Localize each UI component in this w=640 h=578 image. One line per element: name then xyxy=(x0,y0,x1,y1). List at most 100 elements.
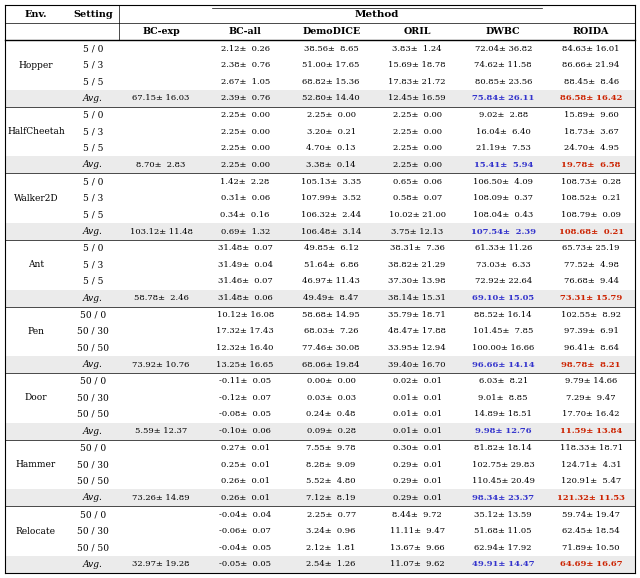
Text: 3.75± 12.13: 3.75± 12.13 xyxy=(391,228,444,235)
Text: 86.66± 21.94: 86.66± 21.94 xyxy=(563,61,620,69)
Text: 68.03±  7.26: 68.03± 7.26 xyxy=(304,327,358,335)
Text: Door: Door xyxy=(24,394,47,402)
Text: 68.06± 19.84: 68.06± 19.84 xyxy=(303,361,360,369)
Text: 46.97± 11.43: 46.97± 11.43 xyxy=(302,277,360,286)
Text: Pen: Pen xyxy=(28,327,44,336)
Text: 75.84± 26.11: 75.84± 26.11 xyxy=(472,94,534,102)
Text: 105.13±  3.35: 105.13± 3.35 xyxy=(301,177,362,186)
Text: 38.82± 21.29: 38.82± 21.29 xyxy=(388,261,446,269)
Text: 7.29±  9.47: 7.29± 9.47 xyxy=(566,394,616,402)
Text: 12.32± 16.40: 12.32± 16.40 xyxy=(216,344,274,352)
Text: 61.33± 11.26: 61.33± 11.26 xyxy=(474,244,532,253)
Text: 102.75± 29.83: 102.75± 29.83 xyxy=(472,461,534,469)
Text: 0.25±  0.01: 0.25± 0.01 xyxy=(221,461,269,469)
Text: 39.40± 16.70: 39.40± 16.70 xyxy=(388,361,446,369)
Text: 9.98± 12.76: 9.98± 12.76 xyxy=(475,427,531,435)
Text: 2.12±  0.26: 2.12± 0.26 xyxy=(221,45,269,53)
Text: 69.10± 15.05: 69.10± 15.05 xyxy=(472,294,534,302)
Text: 2.25±  0.00: 2.25± 0.00 xyxy=(393,161,442,169)
Text: 2.12±  1.81: 2.12± 1.81 xyxy=(307,544,356,551)
Bar xyxy=(5,356,635,373)
Text: 98.78±  8.21: 98.78± 8.21 xyxy=(561,361,621,369)
Text: 59.74± 19.47: 59.74± 19.47 xyxy=(562,511,620,518)
Text: 0.02±  0.01: 0.02± 0.01 xyxy=(393,377,442,386)
Text: 8.44±  9.72: 8.44± 9.72 xyxy=(392,511,442,518)
Text: 50 / 0: 50 / 0 xyxy=(80,510,106,519)
Text: 14.89± 18.51: 14.89± 18.51 xyxy=(474,410,532,418)
Text: 4.70±  0.13: 4.70± 0.13 xyxy=(307,144,356,152)
Text: 107.99±  3.52: 107.99± 3.52 xyxy=(301,194,361,202)
Text: 5 / 5: 5 / 5 xyxy=(83,144,103,153)
Text: 5 / 0: 5 / 0 xyxy=(83,44,103,53)
Text: 5.52±  4.80: 5.52± 4.80 xyxy=(307,477,356,485)
Text: 50 / 30: 50 / 30 xyxy=(77,327,109,336)
Text: 38.56±  8.65: 38.56± 8.65 xyxy=(304,45,358,53)
Text: -0.10±  0.06: -0.10± 0.06 xyxy=(220,427,271,435)
Text: -0.04±  0.04: -0.04± 0.04 xyxy=(219,511,271,518)
Text: 51.68± 11.05: 51.68± 11.05 xyxy=(474,527,532,535)
Text: Relocate: Relocate xyxy=(16,527,56,536)
Text: 5 / 0: 5 / 0 xyxy=(83,244,103,253)
Text: 108.09±  0.37: 108.09± 0.37 xyxy=(473,194,533,202)
Text: 103.12± 11.48: 103.12± 11.48 xyxy=(129,228,193,235)
Text: 81.82± 18.14: 81.82± 18.14 xyxy=(474,444,532,452)
Text: Avg.: Avg. xyxy=(83,94,103,103)
Text: 5 / 3: 5 / 3 xyxy=(83,61,103,69)
Text: 100.00± 16.66: 100.00± 16.66 xyxy=(472,344,534,352)
Text: 51.64±  6.86: 51.64± 6.86 xyxy=(304,261,358,269)
Text: BC-exp: BC-exp xyxy=(142,27,180,36)
Text: 0.01±  0.01: 0.01± 0.01 xyxy=(392,410,442,418)
Text: 120.91±  5.47: 120.91± 5.47 xyxy=(561,477,621,485)
Text: Hammer: Hammer xyxy=(16,460,56,469)
Text: 5 / 0: 5 / 0 xyxy=(83,110,103,120)
Text: 5 / 5: 5 / 5 xyxy=(83,277,103,286)
Text: 71.89± 10.50: 71.89± 10.50 xyxy=(563,544,620,551)
Text: Avg.: Avg. xyxy=(83,161,103,169)
Text: 50 / 30: 50 / 30 xyxy=(77,394,109,402)
Bar xyxy=(5,556,635,573)
Text: ROIDA: ROIDA xyxy=(573,27,609,36)
Text: 118.33± 18.71: 118.33± 18.71 xyxy=(559,444,623,452)
Text: 72.04± 36.82: 72.04± 36.82 xyxy=(474,45,532,53)
Text: 2.38±  0.76: 2.38± 0.76 xyxy=(221,61,270,69)
Text: 50 / 50: 50 / 50 xyxy=(77,543,109,552)
Text: 38.14± 15.31: 38.14± 15.31 xyxy=(388,294,446,302)
Bar xyxy=(5,223,635,240)
Text: 19.78±  6.58: 19.78± 6.58 xyxy=(561,161,621,169)
Text: 0.58±  0.07: 0.58± 0.07 xyxy=(392,194,442,202)
Bar xyxy=(5,290,635,307)
Text: 2.25±  0.00: 2.25± 0.00 xyxy=(221,128,269,136)
Text: 106.32±  2.44: 106.32± 2.44 xyxy=(301,211,361,218)
Text: 80.85± 23.56: 80.85± 23.56 xyxy=(474,77,532,86)
Text: Env.: Env. xyxy=(25,10,47,18)
Text: 9.02±  2.88: 9.02± 2.88 xyxy=(479,111,528,119)
Text: 88.45±  8.46: 88.45± 8.46 xyxy=(563,77,619,86)
Text: 49.49±  8.47: 49.49± 8.47 xyxy=(303,294,359,302)
Text: 73.31± 15.79: 73.31± 15.79 xyxy=(560,294,622,302)
Text: 35.79± 18.71: 35.79± 18.71 xyxy=(388,311,446,319)
Text: 15.69± 18.78: 15.69± 18.78 xyxy=(388,61,446,69)
Text: 5 / 3: 5 / 3 xyxy=(83,194,103,203)
Text: BC-all: BC-all xyxy=(228,27,262,36)
Text: ORIL: ORIL xyxy=(403,27,431,36)
Text: 11.11±  9.47: 11.11± 9.47 xyxy=(390,527,445,535)
Text: 2.25±  0.77: 2.25± 0.77 xyxy=(307,511,356,518)
Text: 5 / 3: 5 / 3 xyxy=(83,260,103,269)
Text: 65.73± 25.19: 65.73± 25.19 xyxy=(563,244,620,253)
Text: 67.15± 16.03: 67.15± 16.03 xyxy=(132,94,189,102)
Text: 15.89±  9.60: 15.89± 9.60 xyxy=(564,111,618,119)
Text: -0.08±  0.05: -0.08± 0.05 xyxy=(219,410,271,418)
Text: 2.25±  0.00: 2.25± 0.00 xyxy=(221,111,269,119)
Text: Setting: Setting xyxy=(73,10,113,18)
Text: 0.65±  0.06: 0.65± 0.06 xyxy=(393,177,442,186)
Text: 96.66± 14.14: 96.66± 14.14 xyxy=(472,361,534,369)
Text: 31.48±  0.07: 31.48± 0.07 xyxy=(218,244,273,253)
Text: 2.25±  0.00: 2.25± 0.00 xyxy=(393,144,442,152)
Text: 18.73±  3.67: 18.73± 3.67 xyxy=(564,128,618,136)
Text: 50 / 30: 50 / 30 xyxy=(77,460,109,469)
Text: 49.85±  6.12: 49.85± 6.12 xyxy=(304,244,358,253)
Text: 73.03±  6.33: 73.03± 6.33 xyxy=(476,261,531,269)
Text: 33.95± 12.94: 33.95± 12.94 xyxy=(388,344,446,352)
Text: 0.01±  0.01: 0.01± 0.01 xyxy=(392,427,442,435)
Bar xyxy=(5,90,635,107)
